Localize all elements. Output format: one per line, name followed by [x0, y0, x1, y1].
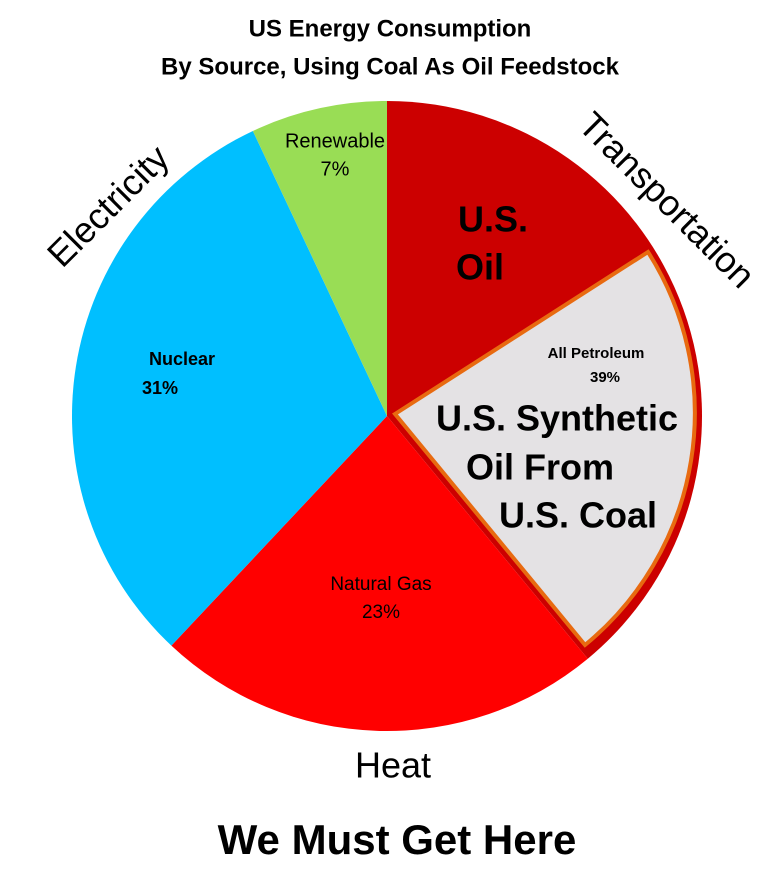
annotation: Oil From: [466, 447, 614, 488]
chart-subtitle: By Source, Using Coal As Oil Feedstock: [161, 53, 620, 80]
annotation: U.S. Coal: [499, 495, 657, 536]
slice-value: 23%: [362, 602, 400, 623]
annotation: Oil: [456, 247, 504, 288]
pie-slice: [252, 101, 387, 416]
annotation: U.S.: [458, 199, 528, 240]
slice-label: All Petroleum: [548, 345, 645, 362]
annotation: U.S. Synthetic: [436, 398, 678, 439]
pie-slice: [171, 416, 588, 732]
pie: [72, 101, 703, 732]
slice-value: 31%: [142, 378, 178, 398]
synthetic-oil-region: [392, 249, 697, 648]
annotation: Heat: [355, 745, 431, 786]
pie-slice: [72, 130, 387, 646]
slice-label: Renewable: [285, 130, 385, 152]
footer: We Must Get Here: [218, 816, 577, 863]
slice-value: 7%: [321, 158, 350, 180]
chart-title: US Energy Consumption: [249, 15, 532, 42]
slice-label: Nuclear: [149, 349, 215, 369]
slice-label: Natural Gas: [330, 574, 431, 595]
slice-value: 39%: [590, 369, 620, 386]
